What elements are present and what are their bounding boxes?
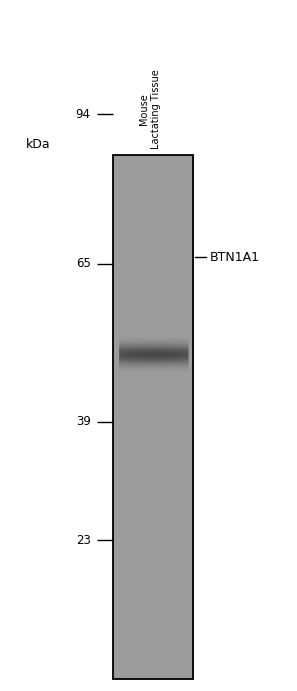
Text: BTN1A1: BTN1A1 xyxy=(209,251,259,263)
Text: 39: 39 xyxy=(76,415,91,428)
Bar xyxy=(113,155,193,679)
Text: Mouse
Lactating Tissue: Mouse Lactating Tissue xyxy=(139,69,161,149)
Text: 65: 65 xyxy=(76,258,91,270)
Text: kDa: kDa xyxy=(26,138,51,151)
Text: 94: 94 xyxy=(75,108,91,120)
Text: 23: 23 xyxy=(76,534,91,547)
